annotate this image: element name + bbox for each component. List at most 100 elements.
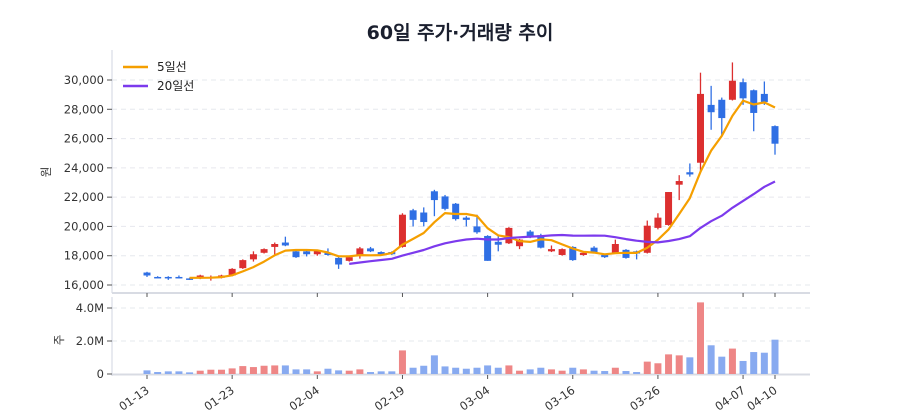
volume-bar xyxy=(739,360,747,374)
volume-bar xyxy=(696,302,704,374)
candle-up xyxy=(345,257,353,261)
volume-bar xyxy=(207,369,215,374)
volume-tick-label: 4.0M xyxy=(76,301,104,315)
x-tick-label: 03-16 xyxy=(542,383,577,414)
volume-axis-label: 주 xyxy=(52,335,66,346)
volume-bar xyxy=(505,365,513,374)
volume-bar xyxy=(590,370,598,374)
candle-up xyxy=(313,250,321,255)
candle-down xyxy=(739,82,747,99)
volume-bar xyxy=(398,350,406,374)
volume-bar xyxy=(462,368,470,374)
volume-bar xyxy=(345,370,353,374)
candle-up xyxy=(665,192,673,225)
candle-up xyxy=(356,248,364,256)
candle-up xyxy=(516,239,524,247)
candle-down xyxy=(484,235,492,261)
candle-down xyxy=(367,248,375,252)
volume-bar xyxy=(335,370,343,374)
candles xyxy=(143,62,779,281)
legend: 5일선 20일선 xyxy=(123,60,194,93)
volume-bars xyxy=(143,302,779,374)
volume-bar xyxy=(611,367,619,374)
candle-up xyxy=(654,217,662,228)
moving-averages xyxy=(189,99,776,279)
candle-down xyxy=(420,212,428,223)
volume-bar xyxy=(143,370,151,374)
volume-bar xyxy=(186,372,194,374)
candle-up xyxy=(558,249,566,255)
candle-up xyxy=(579,252,587,255)
candle-down xyxy=(281,242,289,246)
candle-up xyxy=(643,225,651,253)
volume-bar xyxy=(473,367,481,374)
volume-bar xyxy=(356,369,364,374)
candle-down xyxy=(441,196,449,209)
volume-bar xyxy=(728,348,736,374)
candle-down xyxy=(707,104,715,113)
volume-bar xyxy=(292,369,300,374)
candle-up xyxy=(271,244,279,247)
volume-bar xyxy=(494,367,502,374)
candle-down xyxy=(303,251,311,255)
volume-bar xyxy=(218,369,226,374)
volume-bar xyxy=(420,365,428,374)
volume-bar xyxy=(516,370,524,374)
grid xyxy=(112,79,810,342)
candle-down xyxy=(154,276,162,279)
x-tick-label: 04-07 xyxy=(712,383,747,414)
price-tick-label: 30,000 xyxy=(64,73,104,87)
volume-bar xyxy=(718,356,726,374)
x-tick-label: 03-26 xyxy=(627,383,662,414)
candle-down xyxy=(143,272,151,276)
volume-tick-label: 0 xyxy=(97,367,104,381)
volume-bar xyxy=(760,352,768,374)
volume-bar xyxy=(175,371,183,374)
volume-tick-label: 2.0M xyxy=(76,334,104,348)
candle-down xyxy=(601,254,609,258)
volume-bar xyxy=(281,365,289,374)
volume-bar xyxy=(654,363,662,374)
volume-bar xyxy=(409,367,417,374)
x-tick-label: 03-04 xyxy=(457,383,492,414)
volume-bar xyxy=(324,368,332,374)
volume-bar xyxy=(537,367,545,374)
candle-up xyxy=(239,260,247,269)
candle-up xyxy=(675,181,683,185)
volume-bar xyxy=(154,372,162,374)
candle-down xyxy=(569,246,577,261)
candle-down xyxy=(590,247,598,253)
volume-bar xyxy=(750,352,758,374)
candle-down xyxy=(526,231,534,237)
volume-bar xyxy=(686,357,694,374)
volume-bar xyxy=(569,367,577,374)
volume-bar xyxy=(441,366,449,374)
price-axis-label: 원 xyxy=(39,167,53,178)
volume-bar xyxy=(260,365,268,374)
price-tick-label: 18,000 xyxy=(64,249,104,263)
candle-down xyxy=(430,191,438,201)
volume-bar xyxy=(164,371,172,374)
candle-down xyxy=(718,99,726,119)
candle-up xyxy=(728,80,736,100)
candle-down xyxy=(462,217,470,220)
volume-bar xyxy=(430,355,438,374)
candle-down xyxy=(760,93,768,102)
volume-bar xyxy=(228,368,236,374)
volume-bar xyxy=(579,369,587,374)
volume-bar xyxy=(675,355,683,374)
candle-up xyxy=(249,254,257,260)
volume-bar xyxy=(665,354,673,374)
candle-up xyxy=(505,227,513,244)
price-tick-label: 28,000 xyxy=(64,102,104,116)
volume-bar xyxy=(452,367,460,374)
x-tick-label: 01-13 xyxy=(116,383,151,414)
candle-down xyxy=(324,252,332,255)
candle-up xyxy=(611,244,619,253)
volume-bar xyxy=(601,371,609,374)
price-tick-label: 24,000 xyxy=(64,161,104,175)
candle-up xyxy=(547,249,555,252)
x-tick-label: 02-04 xyxy=(287,383,322,414)
candle-down xyxy=(494,241,502,245)
